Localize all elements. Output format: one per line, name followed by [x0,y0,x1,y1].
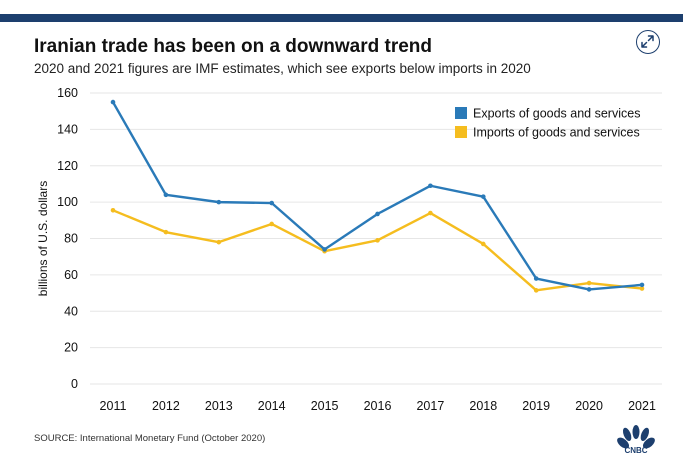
y-tick-label: 160 [57,86,78,100]
expand-button[interactable] [636,30,660,54]
chart-title: Iranian trade has been on a downward tre… [34,36,433,57]
y-tick-label: 0 [71,377,78,391]
data-point [375,211,380,217]
data-point [216,199,222,205]
legend-label: Imports of goods and services [473,126,640,140]
y-tick-label: 60 [64,268,78,282]
data-point [533,276,539,281]
data-point [163,229,169,235]
y-tick-label: 40 [64,304,78,318]
data-point [481,194,486,199]
data-point [375,238,380,243]
data-point [639,286,645,291]
data-point [322,247,327,252]
y-tick-label: 100 [57,195,78,209]
data-point [110,208,116,213]
x-tick-label: 2018 [469,399,497,413]
data-point [269,221,275,227]
source-note: SOURCE: International Monetary Fund (Oct… [34,433,266,444]
data-point [481,241,486,247]
x-tick-label: 2019 [522,399,550,413]
cnbc-logo: CNBC [614,424,658,459]
series-line [111,209,644,292]
x-tick-label: 2011 [100,399,127,413]
data-point [533,288,539,293]
y-tick-label: 20 [64,341,78,355]
x-tick-label: 2021 [628,399,656,413]
data-point [428,210,433,216]
data-point [639,282,645,288]
x-tick-label: 2012 [152,399,180,413]
y-tick-label: 120 [57,159,78,173]
x-tick-label: 2013 [205,399,233,413]
chart-subtitle: 2020 and 2021 figures are IMF estimates,… [34,61,531,76]
data-point [586,287,592,292]
x-tick-label: 2017 [416,399,444,413]
legend-label: Exports of goods and services [473,107,640,121]
data-point [216,239,222,245]
legend-swatch [455,126,467,138]
x-tick-label: 2015 [311,399,339,413]
data-point [586,280,592,286]
y-tick-label: 140 [57,122,78,136]
data-point [163,192,169,198]
cnbc-peacock-logo: CNBC [617,425,655,455]
logo-text: CNBC [624,446,647,454]
x-tick-label: 2016 [364,399,392,413]
x-tick-label: 2020 [575,399,603,413]
y-axis-label: billions of U.S. dollars [36,181,50,296]
legend-swatch [455,107,467,119]
data-point [428,183,433,189]
data-point [269,200,275,206]
top-accent-bar [0,14,683,22]
expand-arrows-icon [641,35,654,48]
y-tick-label: 80 [64,232,78,246]
data-point [110,99,116,105]
x-tick-label: 2014 [258,399,286,413]
